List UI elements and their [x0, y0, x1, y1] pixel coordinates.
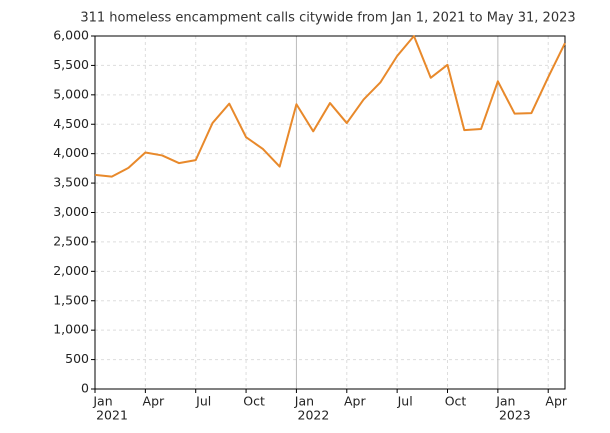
y-tick-label: 6,000 [53, 28, 89, 43]
y-tick-label: 5,500 [53, 57, 89, 72]
plot-frame [94, 35, 566, 390]
x-tick-label: Jul [397, 394, 413, 409]
x-tick-label: Apr [344, 394, 366, 409]
x-tick-label: Jan [92, 394, 112, 409]
x-tick-label: Apr [545, 394, 567, 409]
x-tick-label: Oct [243, 394, 265, 409]
x-tick-year: 2021 [96, 408, 128, 423]
x-tick-label: Oct [445, 394, 467, 409]
y-tick-label: 2,500 [53, 233, 89, 248]
x-tick-label: Jan [495, 394, 515, 409]
y-tick-label: 2,000 [53, 263, 89, 278]
y-tick-label: 500 [65, 351, 89, 366]
x-tick-label: Jan [294, 394, 314, 409]
x-tick-year: 2023 [499, 408, 531, 423]
y-tick-label: 1,000 [53, 322, 89, 337]
y-tick-label: 0 [81, 381, 89, 396]
line [94, 35, 566, 178]
y-tick-label: 1,500 [53, 292, 89, 307]
y-tick-label: 3,000 [53, 204, 89, 219]
x-tick-label: Jul [195, 394, 211, 409]
y-tick-label: 5,000 [53, 86, 89, 101]
x-tick-label: Apr [143, 394, 165, 409]
y-tick-label: 4,500 [53, 116, 89, 131]
chart-title: 311 homeless encampment calls citywide f… [80, 11, 575, 26]
x-tick-year: 2022 [298, 408, 330, 423]
y-tick-label: 3,500 [53, 175, 89, 190]
y-tick-label: 4,000 [53, 145, 89, 160]
